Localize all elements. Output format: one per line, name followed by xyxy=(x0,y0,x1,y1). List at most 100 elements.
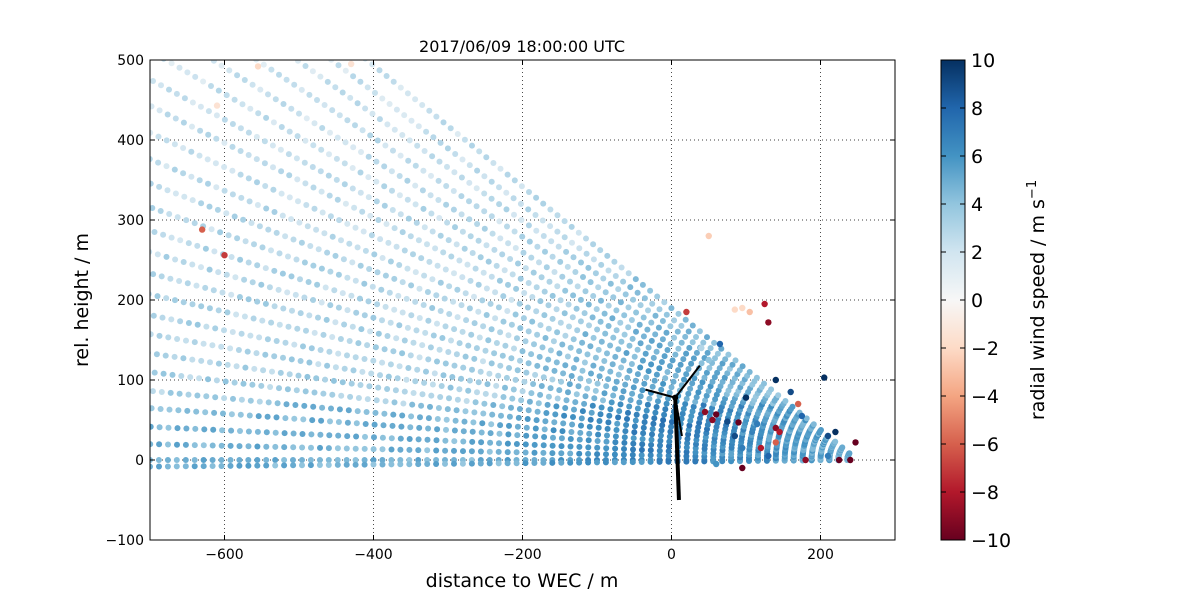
scan-point xyxy=(683,458,690,465)
scan-point xyxy=(487,439,494,446)
scan-point xyxy=(389,187,395,194)
scan-point xyxy=(697,384,704,391)
scan-point xyxy=(458,211,465,218)
scan-point xyxy=(559,341,566,348)
scan-point xyxy=(254,462,261,469)
scan-point xyxy=(174,425,181,432)
scan-point xyxy=(415,457,422,463)
scan-point xyxy=(404,324,411,331)
scan-point xyxy=(554,329,561,336)
scan-point xyxy=(223,92,230,99)
scan-point xyxy=(347,94,354,101)
scan-point xyxy=(607,280,614,287)
scan-point xyxy=(362,433,368,440)
scan-point xyxy=(277,146,284,153)
scan-point xyxy=(662,406,669,413)
scan-point xyxy=(545,325,552,332)
scan-point xyxy=(282,415,289,422)
scan-point xyxy=(474,221,481,227)
scan-point xyxy=(452,151,459,157)
scan-point xyxy=(636,399,643,406)
scan-point xyxy=(444,145,451,152)
scan-point xyxy=(386,289,393,296)
scan-point xyxy=(329,233,336,240)
scan-point xyxy=(332,319,339,326)
scan-point xyxy=(282,339,289,346)
scan-point xyxy=(326,192,333,199)
scan-point xyxy=(436,158,443,165)
scan-point xyxy=(189,356,196,363)
scan-point xyxy=(684,435,691,442)
scan-point xyxy=(231,213,238,220)
scan-point xyxy=(248,220,255,226)
scan-point xyxy=(310,403,317,410)
scan-point xyxy=(406,457,413,463)
scan-point xyxy=(357,78,364,85)
scan-point xyxy=(290,236,297,243)
scan-point xyxy=(365,194,372,201)
scan-point xyxy=(357,262,364,269)
scan-point xyxy=(164,187,171,194)
scan-point xyxy=(678,322,685,329)
scan-point xyxy=(567,443,574,450)
scan-point xyxy=(641,380,648,387)
scan-point xyxy=(542,248,548,255)
scan-point xyxy=(560,370,567,377)
scan-point xyxy=(392,387,399,394)
scan-point xyxy=(286,371,293,378)
scan-point xyxy=(540,200,547,207)
scan-point xyxy=(615,371,622,378)
scan-point xyxy=(546,278,553,285)
scan-point xyxy=(640,333,647,340)
scan-point xyxy=(700,402,707,408)
scan-point xyxy=(150,156,153,162)
scan-point xyxy=(277,369,284,376)
scan-point xyxy=(388,461,395,468)
scan-point xyxy=(463,317,470,324)
scan-point xyxy=(690,403,697,410)
scan-point xyxy=(422,329,429,336)
scan-point xyxy=(189,123,195,130)
scan-point xyxy=(590,256,597,263)
scan-point xyxy=(699,379,706,386)
scan-point xyxy=(286,128,293,135)
scan-point xyxy=(289,307,295,314)
scan-point xyxy=(637,393,644,400)
y-tick-label: 100 xyxy=(117,373,144,389)
scan-point xyxy=(217,229,224,236)
scan-point xyxy=(480,410,487,417)
scan-point xyxy=(350,73,357,80)
scan-point xyxy=(174,336,181,342)
scan-point xyxy=(150,405,155,412)
scan-point xyxy=(160,60,167,62)
scan-point xyxy=(377,372,383,379)
scan-point xyxy=(395,292,402,299)
scan-point xyxy=(704,334,710,341)
scan-point xyxy=(532,212,539,218)
scan-point xyxy=(408,312,415,319)
scan-point xyxy=(602,459,609,466)
scan-point xyxy=(456,386,463,393)
scan-point xyxy=(396,363,403,370)
scan-point xyxy=(547,206,554,213)
scan-point xyxy=(405,365,412,371)
scan-point xyxy=(241,77,248,83)
scan-point xyxy=(254,179,260,186)
scan-point xyxy=(478,429,485,436)
scan-point xyxy=(483,242,490,249)
scan-point xyxy=(601,390,608,397)
scan-point-outlier xyxy=(739,464,746,472)
scan-point xyxy=(592,387,599,394)
scan-point xyxy=(558,450,565,457)
scan-point xyxy=(604,432,610,439)
scan-point xyxy=(693,334,699,340)
scan-point xyxy=(586,423,593,430)
scan-point xyxy=(623,422,630,428)
scan-point xyxy=(302,180,309,187)
scan-point xyxy=(245,462,252,469)
scan-point xyxy=(560,420,567,427)
scan-point xyxy=(251,365,258,372)
scan-point xyxy=(547,223,554,230)
scan-point xyxy=(452,417,459,424)
scan-point xyxy=(324,249,331,256)
